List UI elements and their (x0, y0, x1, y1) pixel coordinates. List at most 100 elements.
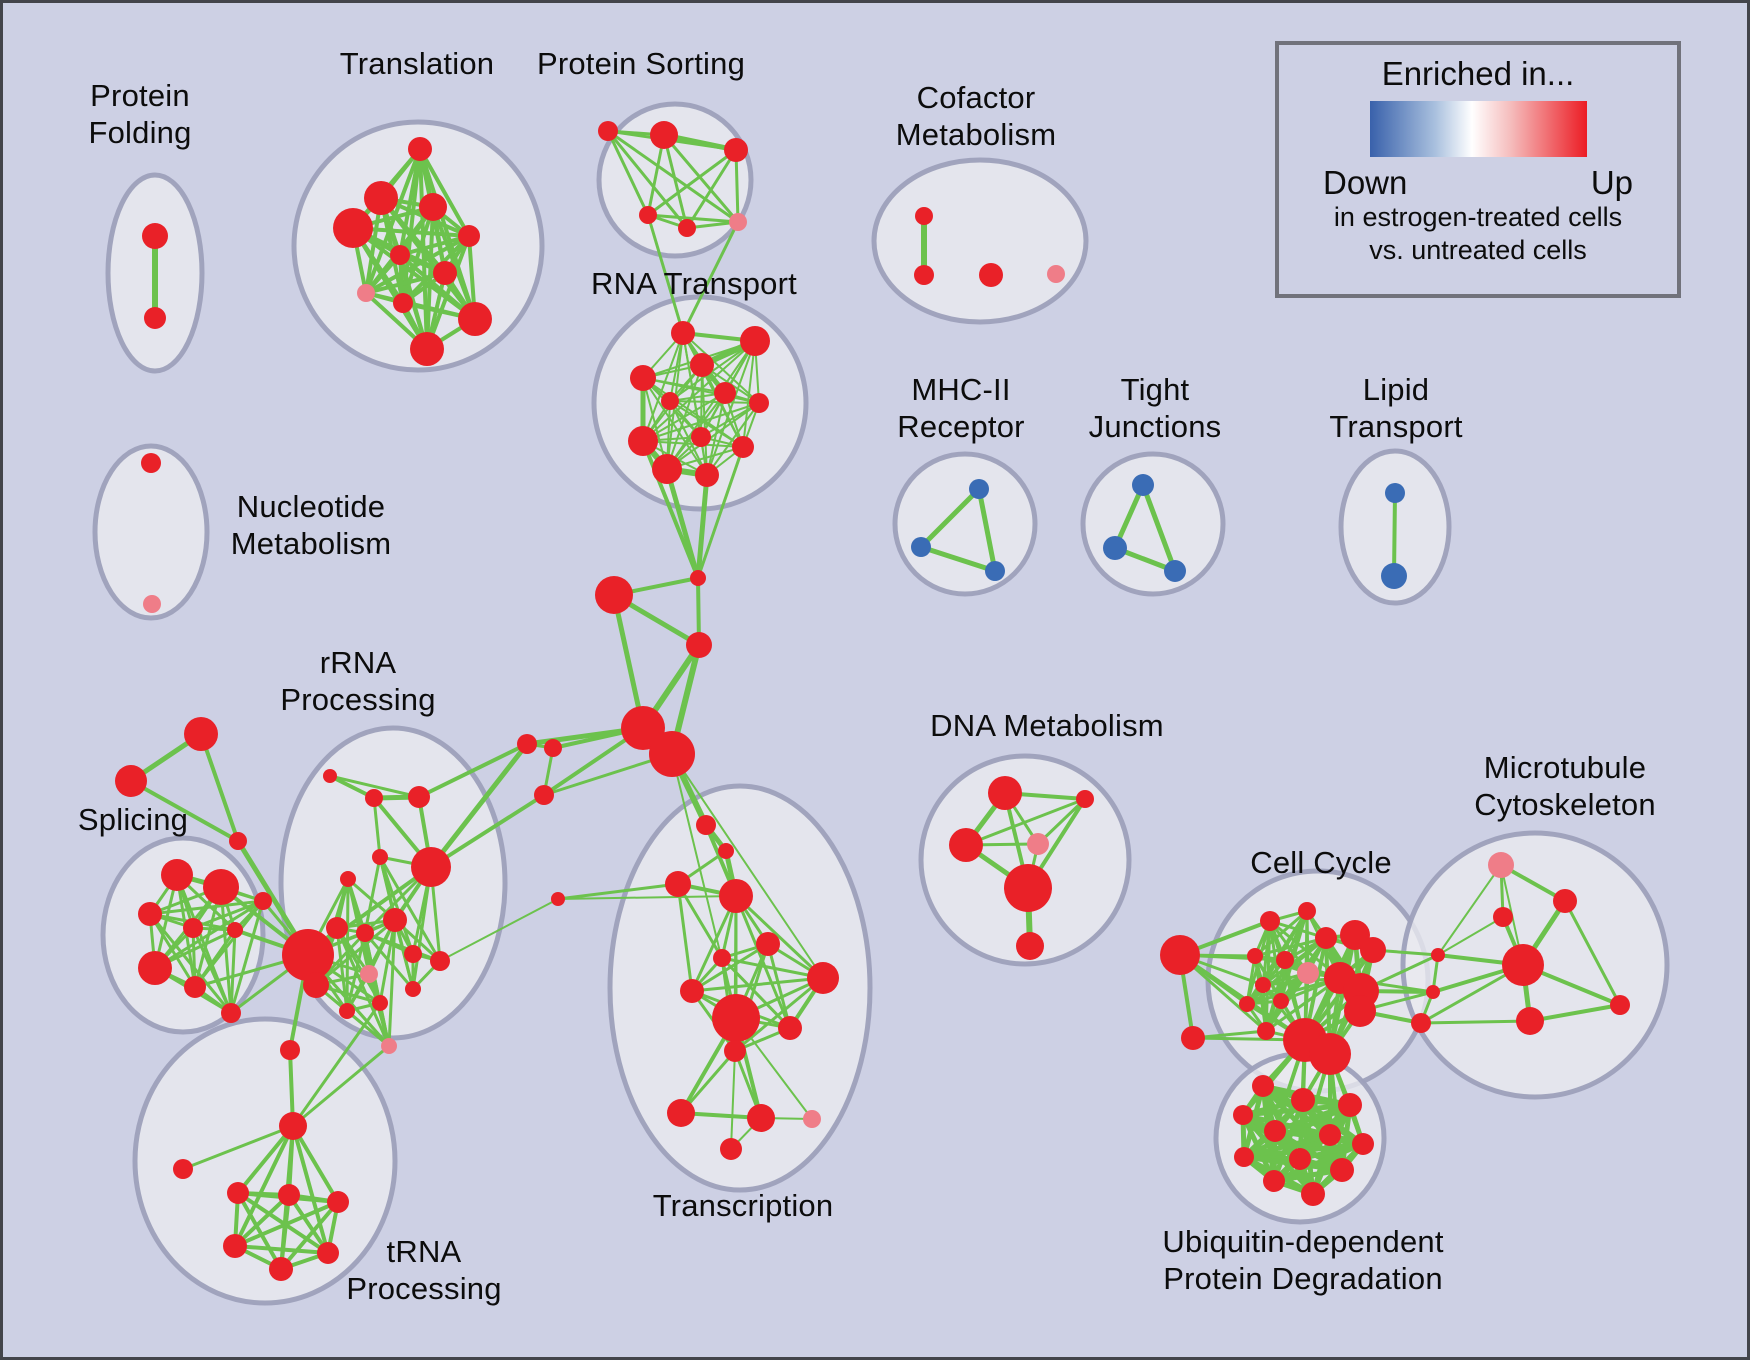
node-trnL[interactable] (173, 1159, 193, 1179)
node-trn1[interactable] (227, 1182, 249, 1204)
node-rt10[interactable] (652, 454, 682, 484)
node-mtB[interactable] (1502, 944, 1544, 986)
node-mtP[interactable] (1488, 852, 1514, 878)
node-tc1[interactable] (665, 871, 691, 897)
node-trn2[interactable] (278, 1184, 300, 1206)
node-ccB2[interactable] (1309, 1033, 1351, 1075)
node-rr16[interactable] (381, 1038, 397, 1054)
node-tj3[interactable] (1164, 560, 1186, 582)
node-dm3[interactable] (949, 828, 983, 862)
node-ps6[interactable] (729, 213, 747, 231)
node-rr13[interactable] (405, 981, 421, 997)
node-trn5[interactable] (269, 1257, 293, 1281)
node-ch1[interactable] (690, 570, 706, 586)
node-mhc3[interactable] (985, 561, 1005, 581)
node-rt3[interactable] (630, 365, 656, 391)
node-mtS3[interactable] (1411, 1013, 1431, 1033)
node-sp1[interactable] (161, 859, 193, 891)
node-rr10[interactable] (430, 951, 450, 971)
node-tr6[interactable] (390, 245, 410, 265)
node-rt5[interactable] (714, 382, 736, 404)
node-tc8[interactable] (778, 1016, 802, 1040)
node-ub12[interactable] (1301, 1182, 1325, 1206)
node-rr1[interactable] (323, 769, 337, 783)
node-trn0[interactable] (279, 1112, 307, 1140)
node-rt2[interactable] (740, 326, 770, 356)
node-tc3[interactable] (756, 932, 780, 956)
node-rrHub[interactable] (282, 929, 334, 981)
node-cm1[interactable] (915, 207, 933, 225)
node-rr3[interactable] (408, 786, 430, 808)
node-rr4[interactable] (372, 849, 388, 865)
node-ub2[interactable] (1291, 1088, 1315, 1112)
node-ps1[interactable] (598, 121, 618, 141)
node-tc9[interactable] (724, 1040, 746, 1062)
node-rr2[interactable] (365, 789, 383, 807)
node-ub8[interactable] (1234, 1147, 1254, 1167)
node-sp5[interactable] (227, 922, 243, 938)
node-tj2[interactable] (1103, 536, 1127, 560)
node-cm4[interactable] (1047, 265, 1065, 283)
node-cc5[interactable] (1360, 937, 1386, 963)
node-rt1[interactable] (671, 321, 695, 345)
node-spT2[interactable] (184, 717, 218, 751)
node-cc14[interactable] (1344, 995, 1376, 1027)
node-rr12[interactable] (372, 995, 388, 1011)
node-cc1[interactable] (1260, 911, 1280, 931)
node-ub9[interactable] (1289, 1148, 1311, 1170)
node-sp4[interactable] (183, 918, 203, 938)
node-mtS2[interactable] (1426, 985, 1440, 999)
node-dm5[interactable] (1004, 864, 1052, 912)
node-ub10[interactable] (1330, 1158, 1354, 1182)
node-tr11[interactable] (410, 332, 444, 366)
node-cc8[interactable] (1297, 962, 1319, 984)
node-sp9[interactable] (221, 1003, 241, 1023)
node-ub6[interactable] (1319, 1124, 1341, 1146)
node-mt2[interactable] (1493, 907, 1513, 927)
node-trn3[interactable] (327, 1191, 349, 1213)
node-tr10[interactable] (458, 302, 492, 336)
node-rt7[interactable] (749, 393, 769, 413)
node-tc12[interactable] (803, 1110, 821, 1128)
node-rr7[interactable] (356, 924, 374, 942)
node-dm2[interactable] (1076, 790, 1094, 808)
node-tr5[interactable] (458, 225, 480, 247)
node-ub7[interactable] (1352, 1133, 1374, 1155)
node-tr9[interactable] (393, 293, 413, 313)
node-pf2[interactable] (144, 307, 166, 329)
node-mt1[interactable] (1553, 889, 1577, 913)
node-ccL[interactable] (1160, 935, 1200, 975)
node-rt12[interactable] (732, 436, 754, 458)
node-rr14[interactable] (339, 1003, 355, 1019)
node-tr1[interactable] (408, 137, 432, 161)
node-ch6[interactable] (534, 785, 554, 805)
node-cm2[interactable] (914, 265, 934, 285)
node-cc3[interactable] (1315, 927, 1337, 949)
node-ps4[interactable] (639, 206, 657, 224)
node-sp7[interactable] (138, 951, 172, 985)
node-rt8[interactable] (628, 426, 658, 456)
node-tr7[interactable] (433, 261, 457, 285)
node-rt4[interactable] (690, 353, 714, 377)
node-ch8[interactable] (718, 843, 734, 859)
node-trn6[interactable] (317, 1242, 339, 1264)
node-rrB[interactable] (411, 847, 451, 887)
node-mhc2[interactable] (911, 537, 931, 557)
node-dm4[interactable] (1027, 833, 1049, 855)
node-ch9[interactable] (551, 892, 565, 906)
node-tr4[interactable] (333, 208, 373, 248)
node-ub4[interactable] (1233, 1105, 1253, 1125)
node-rr5[interactable] (340, 871, 356, 887)
node-tr8[interactable] (357, 284, 375, 302)
node-nm2[interactable] (143, 595, 161, 613)
node-ps3[interactable] (724, 138, 748, 162)
node-cc2[interactable] (1298, 902, 1316, 920)
node-dm6[interactable] (1016, 932, 1044, 960)
node-cc15[interactable] (1257, 1022, 1275, 1040)
node-tc13[interactable] (720, 1138, 742, 1160)
node-tc6[interactable] (680, 979, 704, 1003)
node-rt9[interactable] (691, 427, 711, 447)
node-cc7[interactable] (1276, 951, 1294, 969)
node-nm1[interactable] (141, 453, 161, 473)
node-sp3[interactable] (138, 902, 162, 926)
